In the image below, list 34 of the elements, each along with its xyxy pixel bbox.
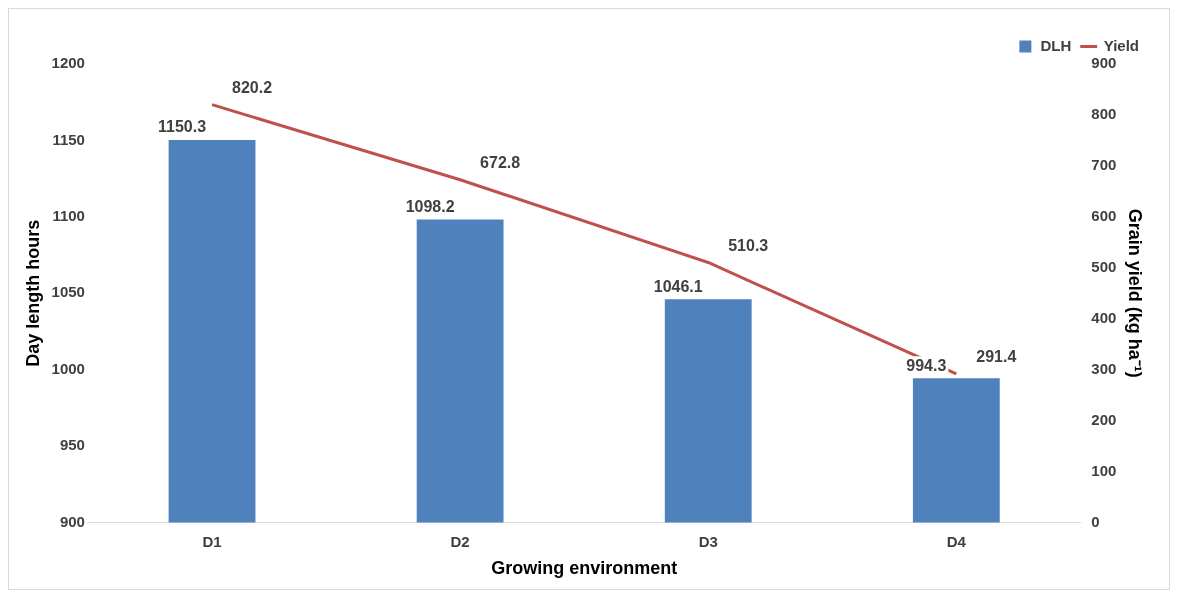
x-tick-label: D4: [946, 532, 967, 550]
y2-tick-label: 600: [1091, 206, 1117, 224]
y2-tick-label: 800: [1091, 105, 1117, 123]
x-tick-label: D1: [202, 532, 222, 550]
y2-tick-label: 300: [1091, 359, 1117, 377]
data-label: 672.8: [480, 154, 521, 172]
y2-tick-label: 900: [1091, 54, 1117, 72]
y2-tick-label: 700: [1091, 156, 1117, 174]
x-tick-label: D2: [450, 532, 470, 550]
y2-tick-label: 400: [1091, 308, 1117, 326]
data-label: 1150.3: [157, 118, 207, 136]
y2-axis-title: Grain yield (kg ha⁻¹): [1125, 208, 1146, 378]
y2-tick-label: 100: [1091, 461, 1117, 479]
y-axis-title: Day length hours: [22, 219, 43, 367]
y-tick-label: 1150: [52, 130, 85, 148]
y-tick-label: 1200: [51, 54, 85, 72]
data-label: 291.4: [976, 348, 1017, 366]
legend-label: DLH: [1040, 36, 1072, 54]
data-label: 1098.2: [405, 197, 455, 215]
data-label: 994.3: [906, 356, 947, 374]
data-label: 1046.1: [653, 277, 703, 295]
y-tick-label: 950: [59, 436, 85, 454]
y2-tick-label: 200: [1091, 410, 1117, 428]
y-tick-label: 900: [59, 512, 85, 530]
x-axis-title: Growing environment: [491, 558, 678, 579]
y-tick-label: 1050: [51, 283, 85, 301]
data-label: 510.3: [728, 236, 769, 254]
y-tick-label: 1100: [52, 206, 85, 224]
y2-tick-label: 0: [1091, 512, 1100, 530]
legend-label: Yield: [1103, 36, 1140, 54]
x-tick-label: D3: [698, 532, 718, 550]
y2-tick-label: 500: [1091, 257, 1117, 275]
y-tick-label: 1000: [51, 359, 85, 377]
data-label: 820.2: [232, 79, 273, 97]
